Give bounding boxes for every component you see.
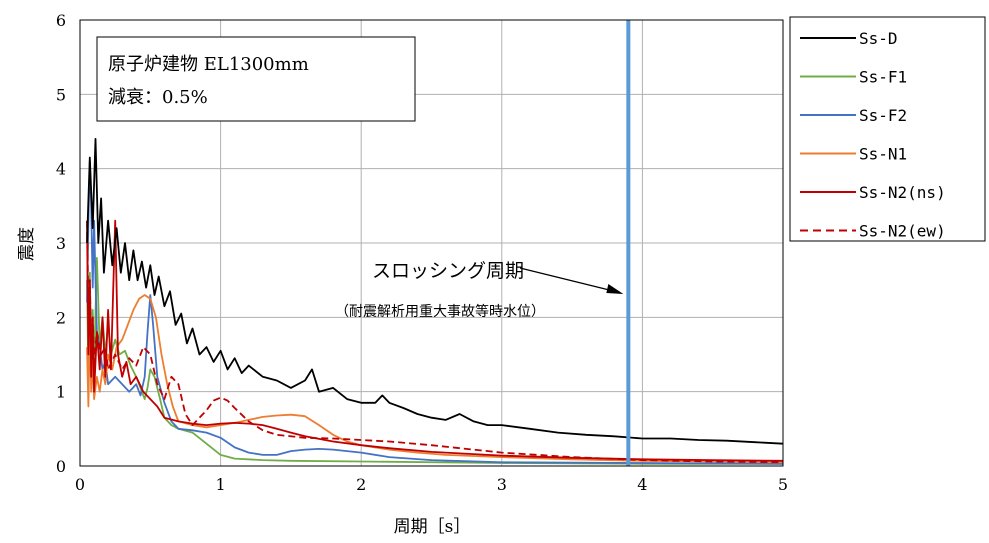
sloshing-annotation: スロッシング周期 （耐震解析用重大事故等時水位）: [335, 20, 631, 466]
y-tick-label: 6: [56, 11, 66, 30]
info-line-2: 減衰：0.5%: [108, 87, 208, 108]
sloshing-arrow: [519, 267, 614, 292]
legend-label: Ss-D: [859, 29, 898, 48]
series-line-ss-d: [86, 138, 784, 445]
y-tick-label: 4: [56, 160, 66, 179]
legend-label: Ss-F2: [859, 106, 907, 125]
x-axis-title: 周期［s］: [394, 517, 471, 537]
plot-area-frame: [79, 19, 784, 467]
sloshing-label: スロッシング周期: [372, 260, 524, 282]
series-lines: [86, 138, 784, 465]
info-line-1: 原子炉建物 EL1300mm: [108, 54, 309, 75]
y-tick-label: 1: [56, 383, 66, 402]
series-line-ss-n1: [86, 294, 784, 464]
y-tick-label: 3: [56, 234, 66, 253]
sloshing-arrowhead: [606, 284, 624, 294]
x-tick-label: 2: [356, 475, 366, 494]
x-tick-label: 5: [778, 475, 788, 494]
x-tick-label: 0: [75, 475, 85, 494]
sloshing-sublabel: （耐震解析用重大事故等時水位）: [335, 303, 545, 320]
y-axis-title: 震度: [17, 227, 37, 261]
y-tick-label: 2: [56, 308, 66, 327]
x-tick-label: 1: [216, 475, 226, 494]
legend-label: Ss-N2(ew): [859, 222, 946, 241]
x-tick-label: 3: [497, 475, 507, 494]
x-tick-label: 4: [637, 475, 647, 494]
legend-label: Ss-F1: [859, 68, 907, 87]
legend-label: Ss-N2(ns): [859, 183, 946, 202]
series-line-ss-n2-ew: [86, 220, 784, 464]
legend-label: Ss-N1: [859, 145, 907, 164]
info-box: 原子炉建物 EL1300mm 減衰：0.5%: [96, 36, 416, 122]
series-line-ss-n2-ns: [86, 219, 784, 462]
y-tick-label: 0: [56, 457, 66, 476]
series-line-ss-f1: [86, 257, 783, 465]
x-tick-labels: 0 1 2 3 4 5: [75, 475, 788, 494]
legend: Ss-D Ss-F1 Ss-F2 Ss-N1 Ss-N2(ns) Ss-N2(ew): [789, 16, 986, 242]
y-tick-label: 5: [56, 85, 66, 104]
y-tick-labels: 0 1 2 3 4 5 6: [56, 11, 66, 476]
